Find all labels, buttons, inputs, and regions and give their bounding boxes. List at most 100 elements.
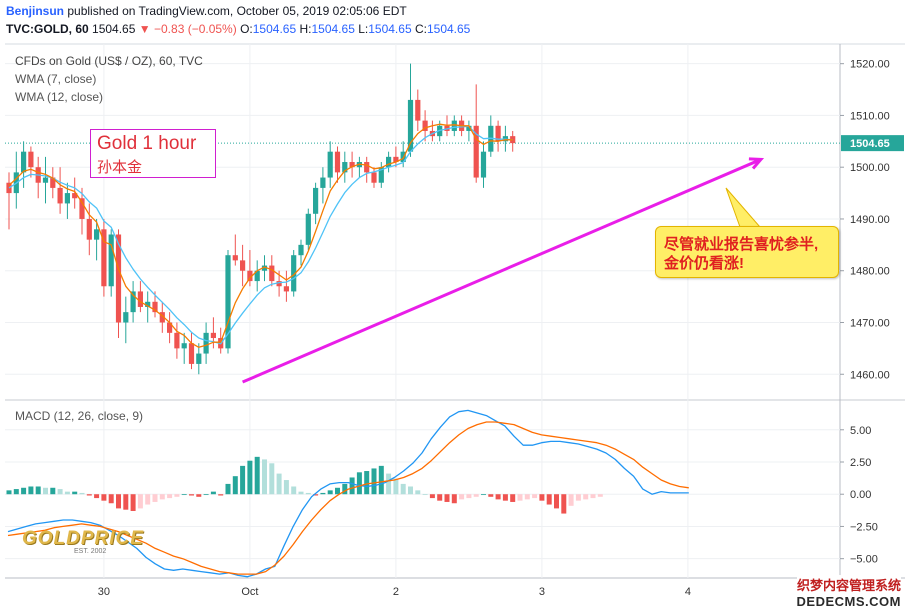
macd-histogram-bar	[145, 494, 151, 505]
macd-tick-label: −5.00	[850, 554, 878, 566]
trend-arrow-head	[748, 157, 765, 170]
price-axis[interactable]: 1520.00 1510.00 1500.00 1490.00 1480.00 1470.…	[840, 59, 904, 382]
macd-tick-label: 5.00	[850, 425, 871, 437]
gold-label-box[interactable]: Gold 1 hour 孙本金	[90, 129, 216, 178]
candle-body	[327, 151, 333, 178]
series-legend[interactable]: CFDs on Gold (US$ / OZ), 60, TVC	[15, 54, 203, 68]
macd-histogram-bar	[590, 494, 596, 499]
close-label: C:	[414, 22, 427, 36]
macd-histogram-bar	[108, 494, 114, 504]
candle-body	[167, 322, 173, 333]
open-value: 1504.65	[252, 22, 297, 36]
macd-histogram-bar	[137, 494, 143, 509]
price-tick-label: 1510.00	[850, 110, 890, 122]
candle-body	[415, 99, 421, 121]
last-price: 1504.65	[92, 22, 136, 36]
goldprice-logo: GOLDPRICE EST. 2002	[22, 528, 154, 558]
candle-body	[123, 312, 129, 323]
macd-histogram-bar	[6, 490, 12, 495]
candle-body	[64, 193, 70, 204]
candle-body	[276, 281, 282, 287]
macd-histogram-bar	[517, 494, 523, 501]
macd-legend[interactable]: MACD (12, 26, close, 9)	[15, 409, 144, 423]
candle-body	[247, 270, 253, 282]
macd-tick-label: −2.50	[850, 521, 878, 533]
candle-body	[320, 177, 326, 188]
macd-histogram-bar	[269, 463, 275, 495]
author-name[interactable]: Benjinsun	[6, 4, 65, 18]
candle-body	[115, 234, 122, 323]
candle-body	[181, 343, 187, 349]
logo-text: GOLDPRICE	[22, 528, 144, 549]
time-tick-label: 3	[539, 586, 545, 598]
macd-histogram-bar	[247, 460, 253, 495]
macd-line	[7, 409, 689, 578]
macd-histogram-bar	[21, 487, 27, 495]
publish-header: Benjinsun published on TradingView.com, …	[6, 4, 407, 18]
watermark: 织梦内容管理系统 DEDECMS.COM	[796, 575, 901, 609]
macd-histogram-bar	[466, 494, 472, 499]
macd-histogram-bar	[481, 494, 486, 496]
candle-body	[422, 120, 428, 131]
macd-histogram-bar	[495, 494, 501, 500]
time-axis[interactable]: 30 Oct 2 3 4	[98, 586, 691, 598]
macd-histogram-bar	[181, 494, 187, 496]
high-label: H:	[299, 22, 312, 36]
macd-histogram-bar	[291, 486, 297, 495]
candle-body	[349, 162, 355, 168]
macd-histogram-bar	[444, 494, 450, 502]
price-tick-label: 1460.00	[850, 369, 890, 381]
candle-body	[42, 177, 49, 183]
callout-line1: 尽管就业报告喜忧参半,	[664, 236, 819, 253]
wma12-line	[8, 125, 513, 345]
macd-histogram-bar	[561, 494, 567, 514]
open-label: O:	[240, 22, 253, 36]
candle-body	[108, 234, 114, 287]
symbol-header: TVC:GOLD, 60 1504.65 ▼ −0.83 (−0.05%) O:…	[6, 22, 470, 36]
wma7-line	[8, 123, 513, 348]
macd-histogram-bar	[189, 494, 194, 496]
candle-body	[72, 193, 78, 199]
candle-body	[79, 198, 85, 219]
candle-body	[371, 172, 377, 183]
macd-histogram-bar	[400, 483, 406, 495]
close-value: 1504.65	[426, 22, 471, 36]
macd-histogram-bar	[335, 487, 340, 495]
candle-body	[473, 125, 479, 178]
macd-histogram-bar	[254, 456, 260, 495]
candle-body	[174, 332, 180, 349]
publish-info: published on TradingView.com, October 05…	[67, 4, 407, 18]
logo-subtext: EST. 2002	[74, 548, 107, 555]
macd-histogram-bar	[218, 494, 224, 496]
macd-axis[interactable]: 5.00 2.50 0.00 −2.50 −5.00	[840, 425, 878, 566]
macd-histogram-bar	[298, 491, 304, 495]
wma7-legend[interactable]: WMA (7, close)	[15, 72, 97, 86]
high-value: 1504.65	[311, 22, 355, 36]
macd-histogram-bar	[408, 486, 413, 495]
macd-histogram-bar	[72, 491, 78, 495]
macd-histogram-bar	[79, 492, 85, 495]
macd-histogram-bar	[524, 494, 530, 500]
candle-body	[269, 265, 275, 282]
symbol-name[interactable]: TVC:GOLD, 60	[6, 22, 89, 36]
candle-body	[152, 301, 158, 313]
macd-histogram-bar	[502, 494, 508, 501]
callout-note[interactable]: 尽管就业报告喜忧参半, 金价仍看涨!	[655, 226, 839, 278]
wma12-legend[interactable]: WMA (12, close)	[15, 90, 104, 104]
macd-histogram-bar	[510, 494, 516, 502]
macd-histogram-bar	[116, 494, 121, 509]
candle-body	[57, 187, 63, 204]
price-change: −0.83 (−0.05%)	[154, 22, 237, 36]
candle-body	[196, 353, 202, 364]
candle-body	[283, 286, 289, 292]
candle-body	[407, 99, 414, 152]
candle-body	[94, 229, 100, 240]
macd-histogram-bar	[28, 486, 34, 495]
macd-histogram-bar	[597, 494, 603, 497]
candle-body	[137, 291, 143, 307]
macd-histogram-bar	[225, 483, 231, 495]
macd-histogram-bar	[342, 483, 348, 495]
macd-histogram-bar	[488, 494, 494, 497]
low-label: L:	[358, 22, 369, 36]
macd-histogram-bar	[378, 465, 384, 495]
